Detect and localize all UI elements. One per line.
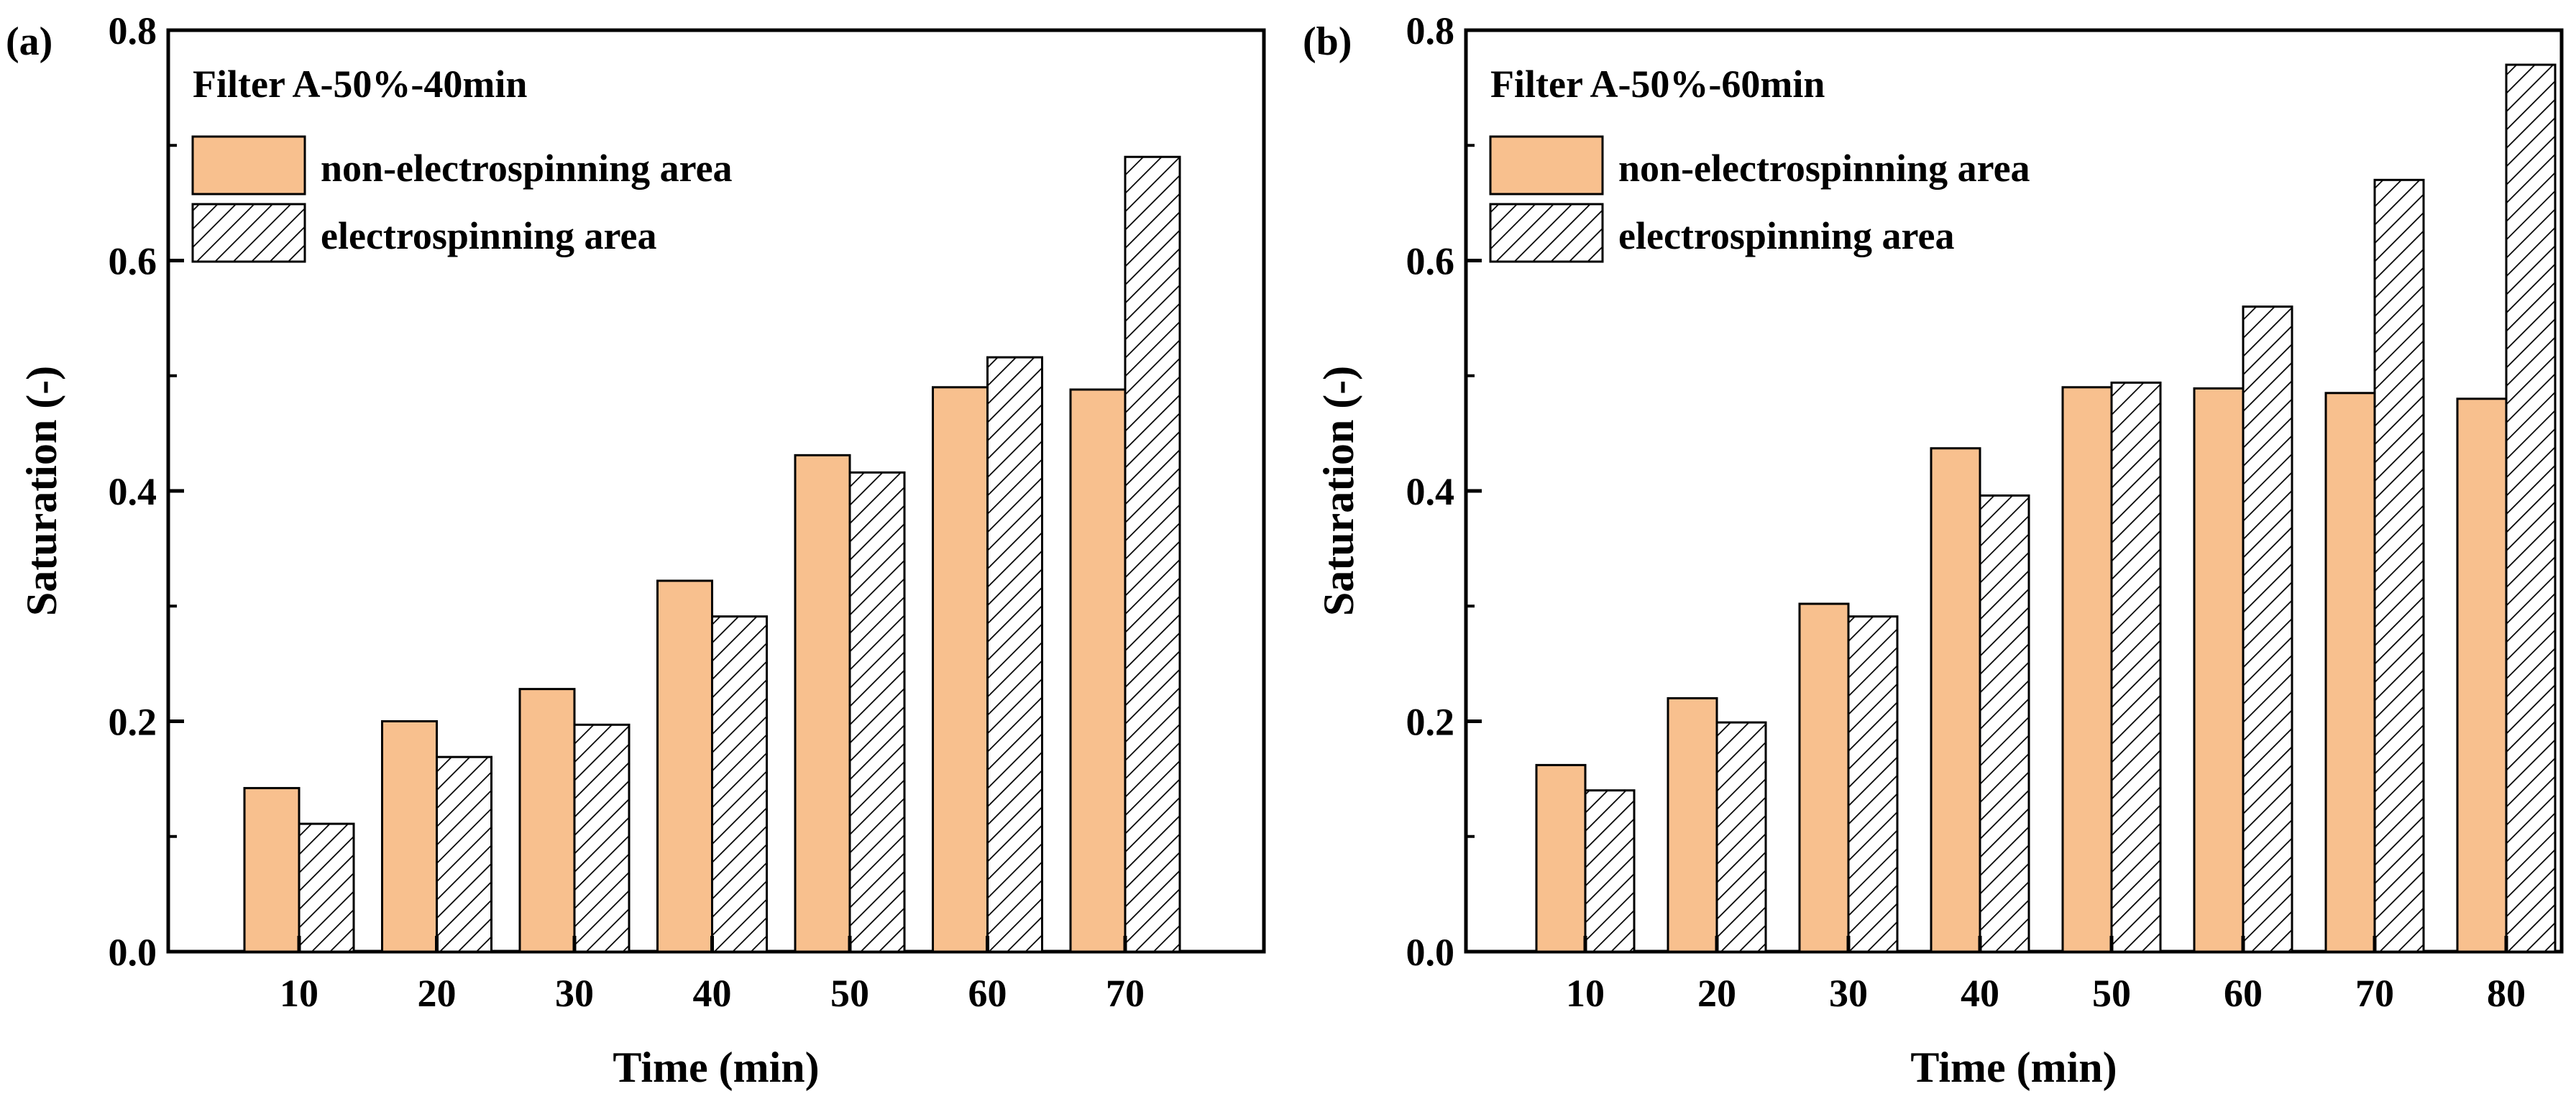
x-tick-label: 50 (2092, 972, 2131, 1015)
bar-non-electrospinning-40 (1930, 447, 1981, 953)
chart-title: Filter A-50%-40min (193, 63, 527, 106)
x-tick-label: 20 (418, 972, 457, 1015)
bar-non-electrospinning-70 (2324, 392, 2376, 953)
bar-electrospinning-20 (1715, 721, 1767, 953)
legend-swatch-non-electrospinning (1489, 135, 1604, 196)
bar-electrospinning-40 (1979, 494, 2030, 953)
bar-non-electrospinning-20 (381, 720, 438, 953)
x-tick-label: 60 (2224, 972, 2263, 1015)
x-tick-label: 20 (1697, 972, 1736, 1015)
chart-title: Filter A-50%-60min (1490, 63, 1825, 106)
panel-a: (a) 0.0 0.2 0.4 0.6 0.8 10 20 30 40 50 60 70 Filte… (6, 9, 1266, 1091)
panel-label: (b) (1303, 19, 1352, 64)
x-tick-label: 70 (1106, 972, 1145, 1015)
x-tick-label: 40 (1961, 972, 1999, 1015)
x-tick-label: 60 (968, 972, 1007, 1015)
legend-label-electrospinning: electrospinning area (1618, 214, 1955, 257)
x-tick-label: 70 (2355, 972, 2394, 1015)
bar-electrospinning-10 (1584, 789, 1636, 953)
bar-non-electrospinning-50 (794, 454, 851, 953)
bar-non-electrospinning-80 (2456, 397, 2508, 953)
legend: non-electrospinning area electrospinning… (191, 135, 733, 263)
legend-swatch-non-electrospinning (191, 135, 306, 196)
y-axis-label: Saturation (-) (1315, 366, 1362, 616)
legend-label-non-electrospinning: non-electrospinning area (321, 147, 733, 190)
x-axis-label: Time (min) (613, 1044, 819, 1091)
bar-non-electrospinning-10 (1535, 763, 1587, 953)
y-tick-label: 0.8 (1406, 9, 1455, 52)
bar-electrospinning-40 (711, 615, 768, 953)
bar-electrospinning-30 (573, 723, 631, 953)
y-tick-label: 0.8 (109, 9, 157, 52)
bar-electrospinning-50 (2110, 381, 2162, 953)
x-tick-label: 10 (280, 972, 318, 1015)
panel-label: (a) (6, 19, 52, 64)
bar-electrospinning-30 (1847, 615, 1899, 953)
x-tick-label: 40 (693, 972, 732, 1015)
bar-non-electrospinning-30 (1798, 602, 1850, 953)
bar-non-electrospinning-60 (932, 386, 989, 953)
y-tick-label: 0.2 (109, 701, 157, 744)
bar-electrospinning-60 (986, 356, 1043, 953)
panel-b: (b) 0.0 0.2 0.4 0.6 0.8 10 20 30 40 50 60 70 80 Fil… (1303, 9, 2564, 1091)
legend-label-non-electrospinning: non-electrospinning area (1618, 147, 2030, 190)
legend-swatch-electrospinning (191, 203, 306, 263)
y-tick-label: 0.0 (1406, 931, 1455, 974)
bar-non-electrospinning-70 (1069, 388, 1127, 953)
bar-non-electrospinning-10 (243, 786, 301, 953)
y-tick-label: 0.4 (109, 470, 157, 513)
bar-non-electrospinning-50 (2061, 386, 2113, 953)
bar-non-electrospinning-40 (656, 579, 713, 953)
x-axis-label: Time (min) (1910, 1044, 2117, 1091)
bar-electrospinning-70 (1124, 155, 1181, 953)
bar-electrospinning-20 (436, 755, 492, 953)
bar-non-electrospinning-60 (2193, 387, 2245, 953)
y-tick-label: 0.0 (109, 931, 157, 974)
bar-electrospinning-70 (2373, 178, 2425, 953)
bar-electrospinning-80 (2505, 63, 2557, 953)
x-tick-label: 30 (1829, 972, 1868, 1015)
y-axis-label: Saturation (-) (18, 366, 65, 616)
bar-electrospinning-10 (298, 822, 355, 953)
x-tick-label: 30 (555, 972, 594, 1015)
legend-swatch-electrospinning (1489, 203, 1604, 263)
x-tick-label: 50 (830, 972, 869, 1015)
y-tick-label: 0.4 (1406, 470, 1455, 513)
legend: non-electrospinning area electrospinning… (1489, 135, 2030, 263)
bar-electrospinning-60 (2242, 305, 2293, 953)
y-tick-label: 0.2 (1406, 701, 1455, 744)
bar-non-electrospinning-30 (518, 688, 576, 953)
x-tick-label: 10 (1566, 972, 1605, 1015)
legend-label-electrospinning: electrospinning area (321, 214, 657, 257)
bar-electrospinning-50 (848, 471, 906, 953)
x-tick-label: 80 (2487, 972, 2526, 1015)
y-tick-label: 0.6 (109, 240, 157, 283)
y-tick-label: 0.6 (1406, 240, 1455, 283)
bar-non-electrospinning-20 (1667, 696, 1718, 953)
